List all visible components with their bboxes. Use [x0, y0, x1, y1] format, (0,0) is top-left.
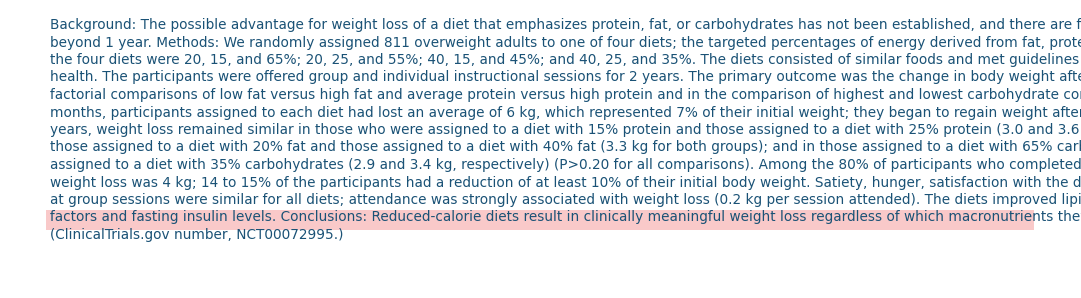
Text: months, participants assigned to each diet had lost an average of 6 kg, which re: months, participants assigned to each di… — [50, 105, 1081, 119]
Text: weight loss was 4 kg; 14 to 15% of the participants had a reduction of at least : weight loss was 4 kg; 14 to 15% of the p… — [50, 176, 1081, 190]
Text: Background: The possible advantage for weight loss of a diet that emphasizes pro: Background: The possible advantage for w… — [50, 18, 1081, 32]
Text: the four diets were 20, 15, and 65%; 20, 25, and 55%; 40, 15, and 45%; and 40, 2: the four diets were 20, 15, and 65%; 20,… — [50, 53, 1081, 67]
Bar — [46, 209, 1035, 230]
Text: health. The participants were offered group and individual instructional session: health. The participants were offered gr… — [50, 71, 1081, 85]
Text: years, weight loss remained similar in those who were assigned to a diet with 15: years, weight loss remained similar in t… — [50, 123, 1081, 137]
Text: (ClinicalTrials.gov number, NCT00072995.): (ClinicalTrials.gov number, NCT00072995.… — [50, 228, 344, 242]
Text: assigned to a diet with 35% carbohydrates (2.9 and 3.4 kg, respectively) (P>0.20: assigned to a diet with 35% carbohydrate… — [50, 158, 1081, 172]
Text: beyond 1 year. Methods: We randomly assigned 811 overweight adults to one of fou: beyond 1 year. Methods: We randomly assi… — [50, 35, 1081, 49]
Text: factorial comparisons of low fat versus high fat and average protein versus high: factorial comparisons of low fat versus … — [50, 88, 1081, 102]
Text: factors and fasting insulin levels. Conclusions: Reduced-calorie diets result in: factors and fasting insulin levels. Conc… — [50, 210, 1081, 224]
Text: those assigned to a diet with 20% fat and those assigned to a diet with 40% fat : those assigned to a diet with 20% fat an… — [50, 140, 1081, 154]
Text: at group sessions were similar for all diets; attendance was strongly associated: at group sessions were similar for all d… — [50, 193, 1081, 207]
